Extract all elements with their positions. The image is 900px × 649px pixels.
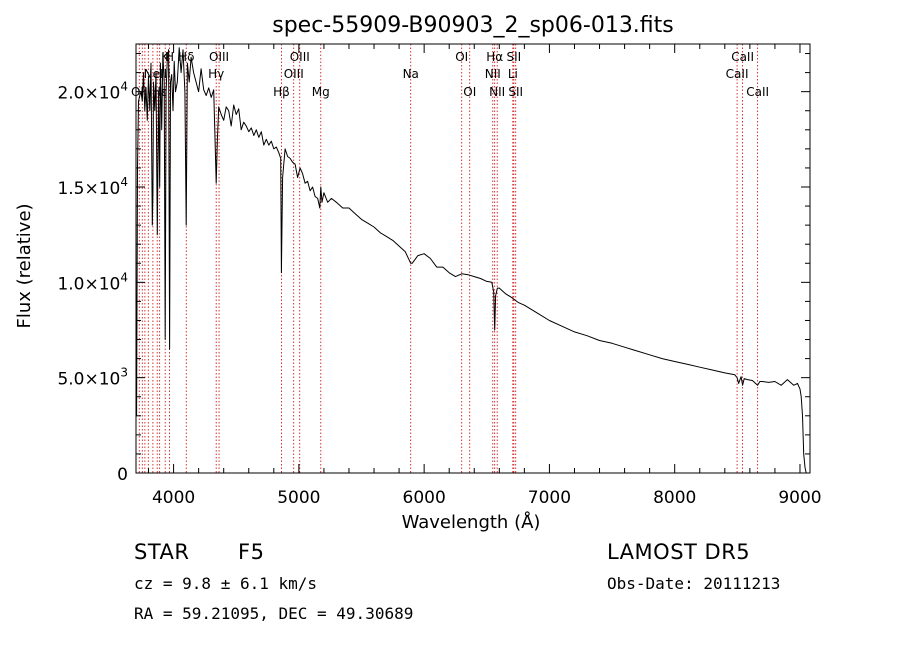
y-tick-label: 1.5×104 [57,175,128,199]
line-label: K [161,50,170,64]
line-label: H [165,50,174,64]
y-tick-label: 5.0×103 [57,366,128,390]
y-tick-mantissa: 0 [117,465,128,485]
y-axis-label: Flux (relative) [14,203,35,328]
plot-frame [135,43,811,474]
line-label: CaII [731,50,754,64]
emission-line-markers [138,44,759,473]
line-label: OI [455,50,468,64]
x-tick-label: 7000 [528,488,571,508]
y-tick-mantissa: 1.5×10 [57,179,120,199]
survey-name: LAMOST DR5 [607,540,751,564]
x-tick-label: 4000 [152,488,195,508]
line-label: Li [508,67,518,81]
line-label: NII [485,67,501,81]
line-label: OIII [284,67,304,81]
y-tick-mantissa: 1.0×10 [57,274,120,294]
line-label: Hβ [273,85,290,99]
x-tick-label: 8000 [653,488,696,508]
line-label: OIII [209,50,229,64]
sky-coordinates: RA = 59.21095, DEC = 49.30689 [134,604,414,623]
y-tick-exponent: 4 [120,80,128,94]
spectrum-series-line [135,47,807,474]
redshift-velocity: cz = 9.8 ± 6.1 km/s [134,574,318,593]
line-label: CaII [726,67,749,81]
object-class-label: STAR [134,540,190,564]
x-tick-label: 6000 [403,488,446,508]
y-tick-exponent: 3 [120,366,128,380]
x-axis-label: Wavelength (Å) [402,511,541,533]
x-tick-label: 5000 [277,488,320,508]
line-label: OI [463,85,476,99]
y-tick-label: 2.0×104 [57,80,128,104]
y-tick-label: 1.0×104 [57,270,128,294]
y-tick-mantissa: 5.0×10 [57,370,120,390]
object-subclass: F5 [238,540,265,564]
line-label: Hγ [208,67,224,81]
line-label: SII [508,85,523,99]
line-label: Na [403,67,419,81]
x-tick-label: 9000 [778,488,821,508]
line-label: OIII [290,50,310,64]
y-tick-mantissa: 2.0×10 [57,84,120,104]
chart-title: spec-55909-B90903_2_sp06-013.fits [272,13,674,38]
y-tick-exponent: 4 [120,175,128,189]
y-tick-label: 0 [117,465,128,485]
line-label: Mg [312,85,330,99]
axis-ticks: 4000 5000 6000 7000 8000 900005.0×1031.0×1041… [57,44,822,508]
line-label: SII [506,50,521,64]
line-label: NII [489,85,505,99]
line-label: CaII [746,85,769,99]
line-label: Hα [486,50,503,64]
observation-date: Obs-Date: 20111213 [607,574,781,593]
y-tick-exponent: 4 [120,270,128,284]
